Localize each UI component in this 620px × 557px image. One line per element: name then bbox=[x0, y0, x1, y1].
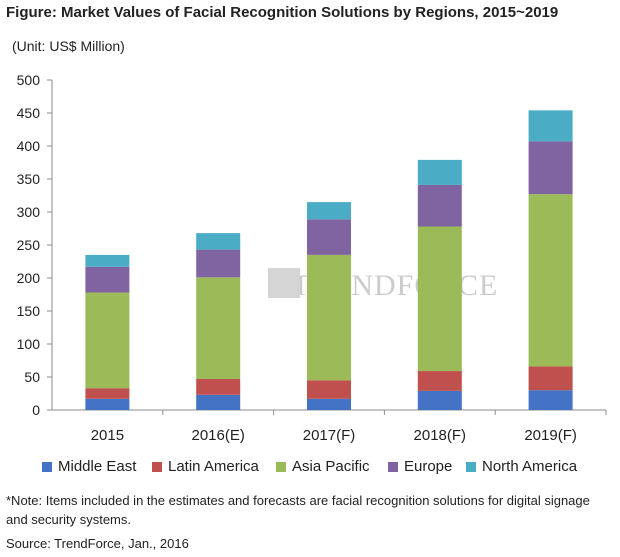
y-tick-label: 300 bbox=[17, 204, 41, 220]
legend-label-middle-east: Middle East bbox=[58, 458, 137, 475]
watermark-logo-mark bbox=[268, 268, 300, 298]
x-tick-label: 2018(F) bbox=[414, 427, 467, 444]
legend-swatch-asia-pacific bbox=[276, 461, 286, 472]
bar-segment-europe bbox=[196, 249, 241, 278]
bar-segment-europe bbox=[417, 184, 462, 227]
legend-item-asia-pacific: Asia Pacific bbox=[276, 458, 370, 475]
bar-segment-north-america bbox=[196, 233, 241, 250]
bar-segment-asia-pacific bbox=[528, 194, 573, 367]
unit-label: (Unit: US$ Million) bbox=[12, 38, 125, 54]
y-tick-label: 250 bbox=[17, 237, 41, 253]
legend-item-middle-east: Middle East bbox=[42, 458, 136, 475]
x-tick-label: 2019(F) bbox=[524, 427, 577, 444]
bar-segment-europe bbox=[85, 266, 130, 293]
legend-swatch-north-america bbox=[466, 461, 476, 472]
legend-swatch-latin-america bbox=[152, 461, 162, 472]
bar-segment-middle-east bbox=[528, 390, 573, 410]
y-tick-label: 350 bbox=[17, 171, 41, 187]
legend-label-north-america: North America bbox=[482, 458, 578, 475]
bar-segment-middle-east bbox=[196, 394, 241, 410]
footnote: *Note: Items included in the estimates a… bbox=[6, 493, 590, 527]
bar-segment-latin-america bbox=[196, 378, 241, 395]
y-tick-label: 450 bbox=[17, 105, 41, 121]
chart-legend: Middle East Latin America Asia Pacific E… bbox=[0, 458, 620, 482]
x-tick-label: 2017(F) bbox=[303, 427, 356, 444]
legend-item-europe: Europe bbox=[388, 458, 452, 475]
bar-segment-asia-pacific bbox=[196, 277, 241, 379]
legend-swatch-europe bbox=[388, 461, 398, 472]
bar-segment-north-america bbox=[85, 254, 130, 267]
stacked-bar-chart: TRENDFORCE050100150200250300350400450500… bbox=[17, 72, 607, 444]
bar-segment-latin-america bbox=[417, 371, 462, 391]
bar-segment-latin-america bbox=[528, 366, 573, 391]
y-tick-label: 500 bbox=[17, 72, 41, 88]
bar-segment-middle-east bbox=[307, 398, 351, 410]
legend-item-north-america: North America bbox=[466, 458, 577, 475]
bar-segment-asia-pacific bbox=[307, 254, 351, 381]
legend-item-latin-america: Latin America bbox=[152, 458, 259, 475]
bar-segment-north-america bbox=[528, 110, 573, 142]
y-tick-label: 0 bbox=[32, 402, 40, 418]
y-tick-label: 200 bbox=[17, 270, 41, 286]
x-tick-label: 2015 bbox=[91, 427, 124, 444]
y-tick-label: 100 bbox=[17, 336, 41, 352]
y-tick-label: 400 bbox=[17, 138, 41, 154]
legend-label-latin-america: Latin America bbox=[168, 458, 259, 475]
bar-segment-latin-america bbox=[85, 388, 130, 399]
source-line: Source: TrendForce, Jan., 2016 bbox=[6, 536, 189, 551]
bar-segment-asia-pacific bbox=[417, 226, 462, 372]
x-tick-label: 2016(E) bbox=[192, 427, 245, 444]
y-tick-label: 150 bbox=[17, 303, 41, 319]
bar-segment-north-america bbox=[307, 202, 351, 220]
legend-label-europe: Europe bbox=[404, 458, 453, 475]
legend-label-asia-pacific: Asia Pacific bbox=[292, 458, 370, 475]
legend-swatch-middle-east bbox=[42, 461, 52, 472]
bar-segment-middle-east bbox=[85, 398, 130, 410]
bar-segment-latin-america bbox=[307, 380, 351, 399]
bar-segment-europe bbox=[307, 219, 351, 255]
chart-title: Figure: Market Values of Facial Recognit… bbox=[6, 4, 559, 21]
bar-segment-middle-east bbox=[417, 390, 462, 410]
y-tick-label: 50 bbox=[24, 369, 40, 385]
bar-segment-asia-pacific bbox=[85, 292, 130, 389]
bar-segment-europe bbox=[528, 141, 573, 195]
bar-segment-north-america bbox=[417, 159, 462, 185]
